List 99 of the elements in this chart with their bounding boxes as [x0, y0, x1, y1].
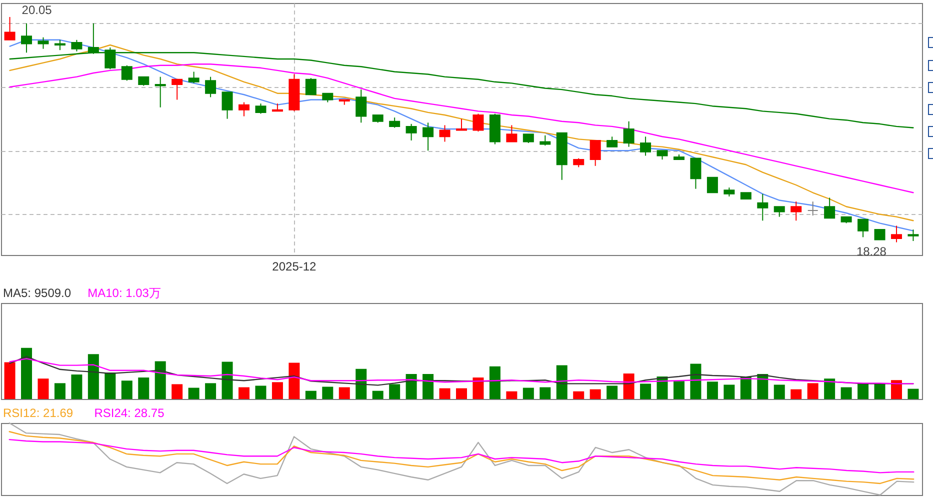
bar [908, 388, 919, 399]
bar [172, 384, 183, 399]
series-label: RSI24: 28.75 [94, 406, 165, 420]
candlestick [757, 193, 768, 222]
bar [54, 383, 66, 399]
candlestick [121, 64, 132, 82]
bar [138, 378, 150, 399]
candlestick [590, 140, 601, 166]
text: MA10: 1.03万 [88, 286, 161, 300]
candlestick [21, 22, 32, 54]
candlestick [172, 78, 183, 100]
bar [724, 384, 735, 399]
bar [389, 384, 400, 399]
bar [154, 361, 166, 399]
bar [858, 383, 869, 399]
bar [272, 382, 283, 399]
annotation: 18.28 [856, 244, 887, 258]
bar [840, 387, 852, 399]
bar [556, 365, 568, 399]
candlestick [623, 120, 634, 148]
candlestick [305, 78, 316, 96]
bar [740, 377, 752, 399]
candlestick [690, 158, 702, 190]
bar [472, 378, 484, 399]
bar [4, 362, 16, 399]
candlestick [4, 16, 16, 40]
candlestick [472, 113, 484, 132]
bar [522, 388, 534, 399]
bar [121, 380, 132, 399]
bar [606, 386, 618, 399]
candlestick [858, 218, 869, 238]
bar [71, 374, 82, 399]
bar [874, 383, 886, 399]
bar [690, 364, 702, 399]
bar [288, 362, 300, 399]
candlestick [908, 229, 919, 242]
bar [790, 389, 802, 399]
bar [338, 387, 350, 399]
text: MA5: 9509.0 [3, 286, 72, 300]
candlestick [824, 197, 836, 219]
candlestick [406, 123, 417, 141]
bar [88, 354, 99, 399]
candlestick [890, 225, 902, 243]
bar [439, 388, 450, 399]
candlestick [255, 103, 266, 114]
bar [623, 373, 634, 399]
candlestick [706, 176, 718, 194]
candlestick [506, 124, 518, 142]
candlestick [38, 36, 49, 50]
candlestick [71, 39, 82, 52]
bar [305, 390, 316, 399]
bar [640, 384, 652, 399]
candlestick [439, 124, 450, 142]
bar [757, 374, 768, 399]
bar [456, 388, 467, 399]
bar [104, 372, 116, 399]
bar [422, 374, 434, 399]
bar [372, 390, 384, 399]
bar [590, 389, 601, 399]
bar [38, 378, 49, 399]
bar [890, 380, 902, 399]
bar [406, 374, 417, 399]
candlestick [356, 89, 367, 124]
candlestick [456, 118, 467, 131]
candlestick [205, 76, 216, 98]
candlestick [222, 92, 233, 120]
bar [824, 378, 836, 399]
bar [255, 386, 266, 399]
bar [205, 383, 216, 399]
bar [540, 387, 551, 399]
candlestick [422, 122, 434, 152]
candlestick [774, 206, 785, 218]
candlestick [154, 76, 166, 108]
candlestick [188, 71, 200, 84]
bar [706, 382, 718, 399]
bar [188, 388, 200, 399]
candlestick [238, 102, 250, 117]
candlestick [54, 39, 66, 51]
annotation: 20.05 [22, 3, 52, 17]
bar [21, 348, 32, 399]
x-tick-label: 2025-12 [272, 260, 317, 274]
bar [807, 383, 818, 399]
bar [238, 387, 250, 399]
candlestick [790, 201, 802, 222]
candlestick [874, 229, 886, 240]
bar [489, 366, 500, 399]
candlestick [606, 136, 618, 148]
bar [356, 368, 367, 399]
candlestick [640, 136, 652, 156]
bar [774, 384, 785, 399]
bar [222, 362, 233, 399]
candlestick [540, 134, 551, 146]
candlestick [807, 201, 818, 216]
bar [573, 391, 584, 399]
bar [322, 386, 334, 399]
bar [673, 381, 684, 399]
bar [506, 391, 518, 399]
series-label: RSI12: 21.69 [3, 406, 74, 420]
candlestick [389, 117, 400, 128]
